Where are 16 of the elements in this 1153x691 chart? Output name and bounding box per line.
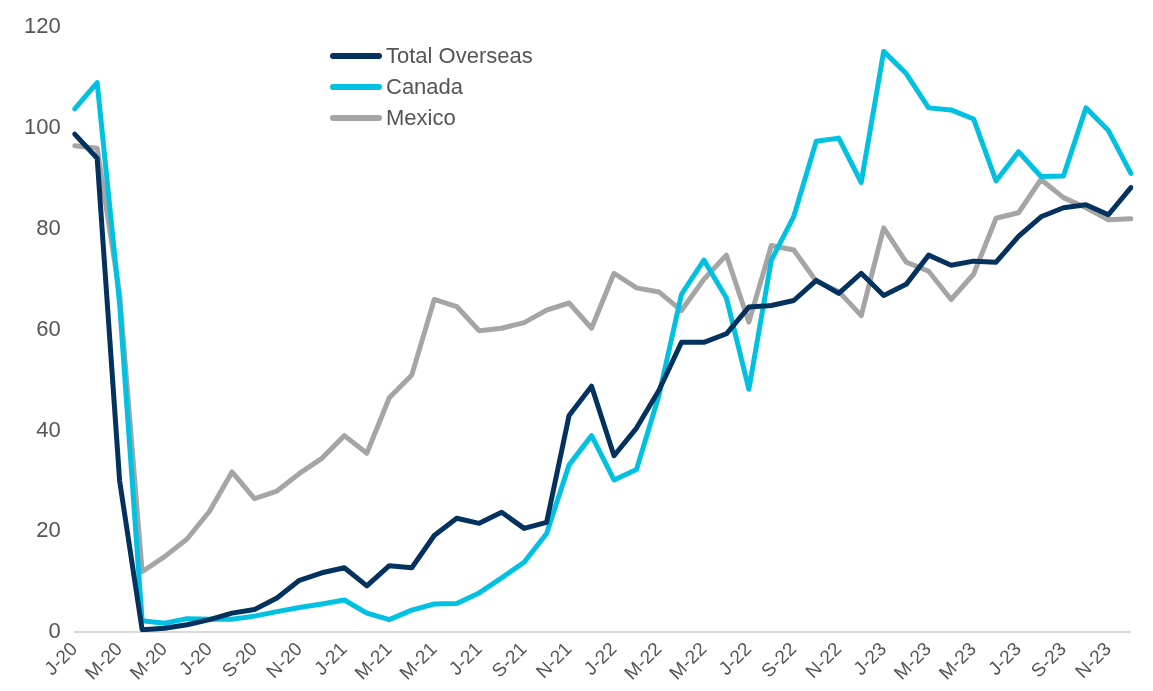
legend-label: Mexico [386, 104, 456, 131]
x-tick-label: J-20 [175, 638, 217, 679]
x-tick-label: J-22 [714, 638, 756, 679]
legend-label: Canada [386, 73, 464, 100]
y-tick-label: 100 [23, 114, 61, 140]
x-tick-label: J-23 [849, 638, 891, 679]
y-tick-label: 20 [36, 517, 61, 543]
y-tick-label: 60 [36, 315, 61, 341]
y-tick-label: 40 [36, 416, 61, 442]
legend-label: Total Overseas [386, 42, 533, 69]
y-tick-label: 120 [23, 13, 61, 39]
x-tick-label: J-21 [309, 638, 351, 679]
x-tick-label: J-23 [984, 638, 1026, 679]
y-tick-label: 80 [36, 214, 61, 240]
x-tick-label: J-21 [444, 638, 486, 679]
x-tick-label: J-22 [579, 638, 621, 679]
